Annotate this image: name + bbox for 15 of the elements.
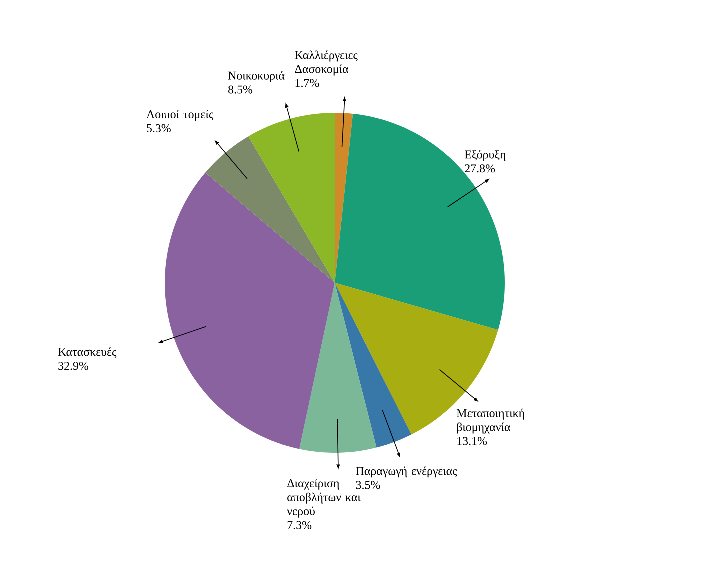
data-label: 32.9% [58, 362, 89, 370]
data-label: 1.7% [296, 79, 320, 88]
data-label: 7.3% [288, 521, 312, 530]
slice-label: Νοικοκυριά [228, 71, 285, 82]
data-label: 5.3% [147, 124, 171, 133]
data-label: 8.5% [228, 86, 253, 94]
slice-label: Καλλιέργειες Δασοκομία [295, 50, 358, 76]
slice-label: Εξόρυξη [464, 150, 506, 162]
data-label: 13.1% [458, 437, 488, 446]
slice-label: Λοιποί τομείς [146, 110, 214, 121]
slice-label: Κατασκευές [58, 348, 117, 358]
slice-label: Παραγωγή ενέργειας [356, 466, 458, 478]
data-label: 3.5% [356, 481, 380, 490]
slice-label: Μεταποιητική βιομηχανία [456, 408, 524, 434]
data-label: 27.8% [465, 164, 496, 173]
